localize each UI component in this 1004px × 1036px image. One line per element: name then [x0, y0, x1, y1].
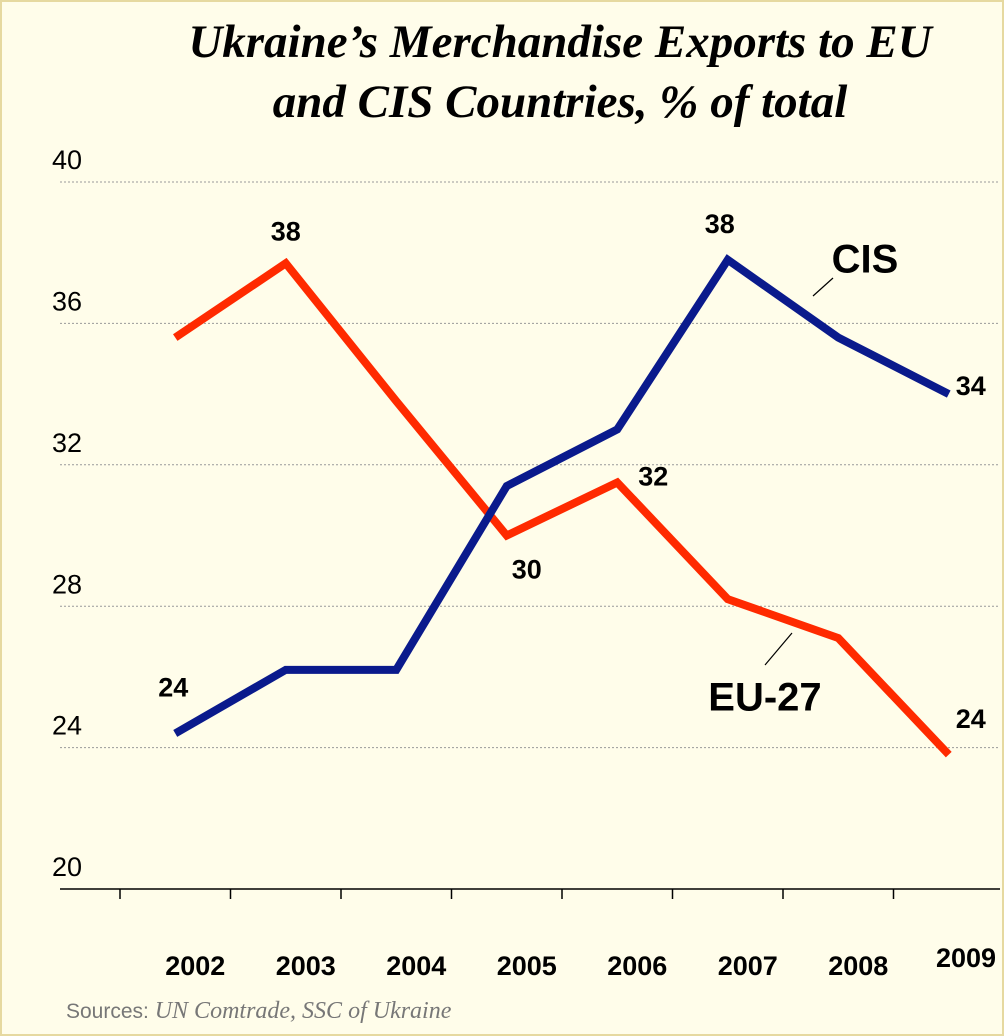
- y-tick-label: 40: [52, 145, 82, 175]
- y-tick-label: 20: [52, 852, 82, 882]
- chart-title: and CIS Countries, % of total: [273, 76, 848, 128]
- leader-line: [812, 277, 834, 297]
- data-label: 24: [158, 673, 188, 703]
- y-tick-label: 32: [52, 428, 82, 458]
- y-tick-label: 28: [52, 569, 82, 599]
- chart-title: Ukraine’s Merchandise Exports to EU: [188, 16, 933, 68]
- x-tick-label: 2004: [386, 951, 446, 981]
- data-label: 38: [271, 216, 301, 246]
- x-tick-label: 2007: [718, 951, 778, 981]
- x-tick-label: 2002: [165, 951, 225, 981]
- source-text: UN Comtrade, SSC of Ukraine: [155, 998, 452, 1024]
- source-label: Sources:: [66, 1000, 149, 1023]
- x-tick-label: 2006: [607, 951, 667, 981]
- series-name: EU-27: [708, 676, 821, 720]
- leader-line: [764, 632, 793, 666]
- series-line: [173, 254, 951, 737]
- data-label: 34: [956, 371, 986, 401]
- x-tick-label: 2008: [828, 951, 888, 981]
- data-label: 24: [956, 704, 986, 734]
- y-tick-label: 36: [52, 287, 82, 317]
- source: Sources: UN Comtrade, SSC of Ukraine: [66, 998, 452, 1024]
- series-name: CIS: [832, 238, 899, 282]
- series-line: [173, 257, 952, 758]
- data-label: 30: [512, 555, 542, 585]
- x-tick-label: 2003: [276, 951, 336, 981]
- x-tick-label: 2009: [936, 943, 996, 973]
- data-label: 32: [638, 462, 668, 492]
- x-tick-label: 2005: [497, 951, 557, 981]
- y-tick-label: 24: [52, 711, 82, 741]
- data-label: 38: [705, 209, 735, 239]
